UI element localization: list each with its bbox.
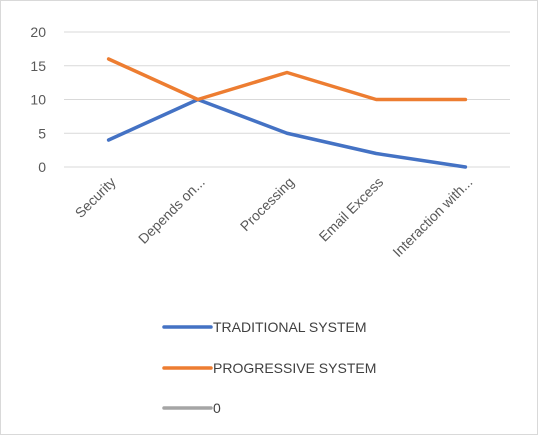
series-line-0 (106, 97, 468, 169)
x-axis-category-labels: Security Depends on... Processing Email Exc… (72, 174, 476, 260)
y-tick-label: 10 (30, 92, 46, 108)
y-axis-tick-labels: 0 5 10 15 20 (30, 24, 46, 175)
x-category-label: Processing (237, 174, 297, 234)
series-line-1 (106, 57, 468, 102)
x-category-label: Security (72, 174, 119, 221)
x-category-label: Email Excess (316, 174, 387, 245)
x-category-label: Interaction with... (389, 174, 475, 260)
y-tick-label: 20 (30, 24, 46, 40)
legend-label: 0 (213, 400, 221, 416)
legend-label: TRADITIONAL SYSTEM (213, 319, 367, 335)
legend-label: PROGRESSIVE SYSTEM (213, 360, 376, 376)
legend: TRADITIONAL SYSTEM PROGRESSIVE SYSTEM 0 (162, 319, 376, 416)
gridlines (64, 31, 510, 168)
x-category-label: Depends on... (135, 174, 208, 247)
y-tick-label: 5 (38, 125, 46, 141)
series-lines (106, 57, 468, 169)
y-tick-label: 0 (38, 159, 46, 175)
y-tick-label: 15 (30, 58, 46, 74)
